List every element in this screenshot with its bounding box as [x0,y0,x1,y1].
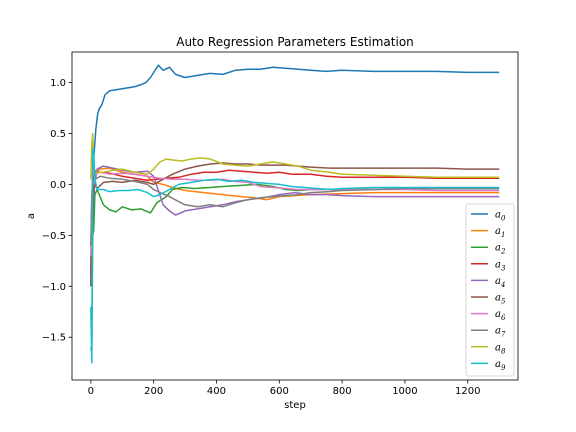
x-tick-label: 1000 [392,386,417,397]
legend-label-subscript: 7 [501,331,506,339]
legend-item-a1: a1 [471,226,505,239]
legend-label-base: a [495,243,501,254]
axes [71,51,519,381]
legend-item-a0: a0 [471,210,506,223]
legend-label-base: a [495,342,501,353]
x-tick-label: 1200 [455,386,480,397]
series-line-a4 [90,165,500,247]
legend-label-base: a [495,259,501,270]
legend-item-a2: a2 [471,243,506,256]
legend-label-subscript: 1 [501,231,505,239]
legend-label: a4 [495,276,505,289]
legend-label-subscript: 2 [500,248,506,256]
legend-label: a2 [495,243,506,256]
legend-label-base: a [495,293,501,304]
legend-item-a9: a9 [471,359,506,372]
legend-label-base: a [495,210,501,221]
legend-label: a7 [495,326,506,339]
legend-label-base: a [495,226,501,237]
axes-frame [71,51,519,381]
series-line-a5 [90,162,500,287]
y-axis-label: a [26,213,37,219]
legend-label-subscript: 3 [501,264,506,272]
x-tick-label: 800 [333,386,352,397]
series-lines [90,64,500,364]
y-ticks: −1.5 −1.0 −0.5 0.0 0.5 1.0 [42,78,72,344]
legend-label: a6 [495,309,506,322]
legend-label: a1 [495,226,505,239]
legend-label: a9 [495,359,506,372]
y-tick-label: 0.0 [50,180,66,191]
legend-label-subscript: 8 [501,347,506,355]
legend-label-base: a [495,309,501,320]
legend-label-subscript: 5 [501,298,506,306]
legend-label-subscript: 0 [501,215,506,223]
legend-label: a0 [495,210,506,223]
legend-label-base: a [495,326,501,337]
legend-item-a5: a5 [471,293,506,306]
series-line-a0 [90,64,500,287]
series-line-a8 [90,132,500,180]
legend-item-a4: a4 [471,276,505,289]
legend-label: a8 [495,342,506,355]
legend-label-base: a [495,359,501,370]
x-tick-label: 600 [270,386,289,397]
series-line-a9 [90,148,500,364]
x-tick-label: 400 [207,386,226,397]
legend-label-subscript: 9 [501,364,506,372]
x-axis-label: step [284,400,306,411]
legend-item-a8: a8 [471,342,506,355]
series-line-a7 [90,175,500,246]
y-tick-label: −0.5 [42,231,66,242]
legend-box [465,203,515,377]
legend-label-subscript: 4 [500,281,505,289]
legend-label-subscript: 6 [501,314,506,322]
x-tick-label: 200 [144,386,163,397]
plot-area [72,52,518,380]
y-tick-label: 0.5 [50,129,66,140]
chart-title: Auto Regression Parameters Estimation [176,35,414,49]
legend-label: a5 [495,293,506,306]
legend-label: a3 [495,259,506,272]
legend-item-a7: a7 [471,326,506,339]
series-line-a1 [90,167,500,266]
y-tick-label: −1.0 [42,282,66,293]
x-ticks: 0 200 400 600 800 1000 1200 [88,380,480,397]
y-tick-label: −1.5 [42,333,66,344]
legend-item-a3: a3 [471,259,506,272]
y-tick-label: 1.0 [50,78,66,89]
x-tick-label: 0 [88,386,94,397]
legend-label-base: a [495,276,501,287]
legend-item-a6: a6 [471,309,506,322]
